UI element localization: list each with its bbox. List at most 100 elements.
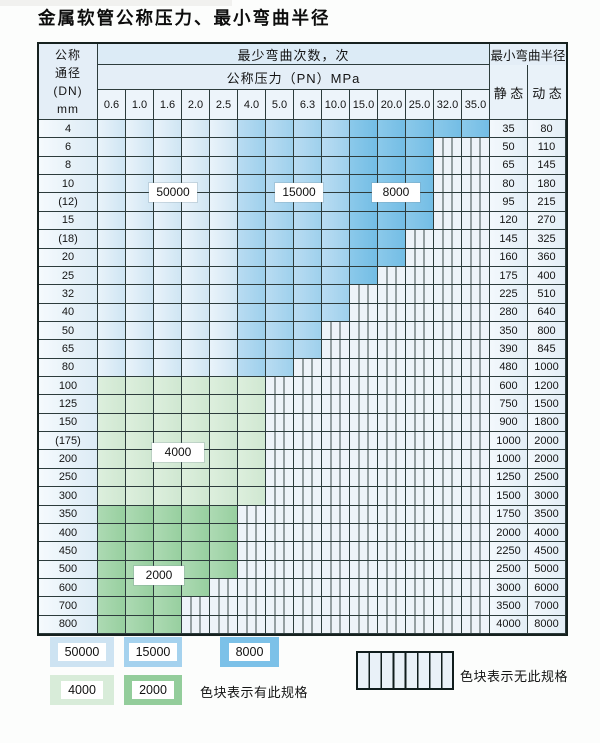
cell-pn-no-spec [406,340,434,359]
cell-pn-spec [210,560,238,579]
cell-dn: 300 [39,487,98,506]
cell-pn-no-spec [294,523,322,543]
cell-dynamic-radius: 2000 [528,432,566,451]
cell-pn-no-spec [462,468,490,488]
cell-pn-no-spec [266,542,294,561]
cell-pn-no-spec [350,377,378,396]
cell-pn-no-spec [294,395,322,414]
cell-pn-spec [322,156,350,176]
cell-pn-spec [238,450,266,469]
cell-pn-no-spec [406,542,434,561]
header-dn-line: mm [57,101,79,116]
cell-pn-spec [182,487,210,506]
cell-pn-spec [126,303,154,322]
cell-pn-no-spec [266,432,294,451]
cell-pn-spec [210,487,238,506]
cell-pn-no-spec [322,450,350,469]
cell-pn-no-spec [434,523,462,543]
pressure-bend-table: 公称 通径 (DN) mm 最少弯曲次数，次 最小弯曲半径 公称压力（PN）MP… [37,42,568,636]
cell-pn-no-spec [434,193,462,212]
cell-static-radius: 350 [490,321,528,341]
cell-pn-no-spec [378,597,406,616]
cell-pn-no-spec [378,505,406,524]
cell-pn-spec [378,248,406,267]
legend-swatch-4000: 4000 [50,675,114,705]
cell-pn-spec [238,487,266,506]
cell-pn-spec [350,120,378,139]
cell-pn-no-spec [294,487,322,506]
cell-pn-spec [182,230,210,249]
cell-pn-spec [378,138,406,157]
cell-pn-no-spec [462,340,490,359]
cell-pn-no-spec [266,597,294,616]
cell-static-radius: 1750 [490,505,528,524]
cell-pn-spec [98,413,126,433]
cell-pn-no-spec [378,285,406,304]
cell-pn-no-spec [266,615,294,634]
cell-pn-no-spec [322,340,350,359]
cell-pn-spec [210,285,238,304]
cell-pn-spec [378,230,406,249]
cell-dynamic-radius: 800 [528,321,566,341]
cell-pn-spec [238,175,266,194]
cell-pn-spec [126,413,154,433]
cell-static-radius: 50 [490,138,528,157]
legend-swatch-15000: 15000 [124,637,182,667]
cell-pn-no-spec [462,450,490,469]
cell-pn-spec [210,450,238,469]
cell-dn: (18) [39,230,98,249]
cell-pn-no-spec [350,432,378,451]
cell-static-radius: 4000 [490,615,528,634]
cell-dn: 100 [39,377,98,396]
cell-pn-no-spec [350,321,378,341]
header-pressure: 公称压力（PN）MPa [98,65,490,90]
cell-pn-spec [210,175,238,194]
cell-pn-spec [238,156,266,176]
cell-pn-spec [154,266,182,286]
cell-pn-no-spec [350,450,378,469]
cell-dynamic-radius: 845 [528,340,566,359]
cell-pn-spec [182,578,210,598]
cell-pn-no-spec [378,413,406,433]
cell-pn-no-spec [350,413,378,433]
cell-pn-spec [266,285,294,304]
cell-static-radius: 480 [490,358,528,377]
cell-pn-no-spec [462,321,490,341]
cell-pn-spec [154,303,182,322]
cell-pn-no-spec [266,505,294,524]
cell-pn-no-spec [322,505,350,524]
cycle-label-8000: 8000 [372,183,420,202]
cell-pn-spec [182,120,210,139]
cell-pn-spec [238,432,266,451]
cell-pn-no-spec [406,303,434,322]
cell-pn-no-spec [462,578,490,598]
cell-pn-spec [238,395,266,414]
cell-pn-spec [182,340,210,359]
cell-pn-no-spec [434,266,462,286]
legend-label-15000: 15000 [128,643,178,661]
legend-label-2000: 2000 [132,681,174,699]
cell-pn-spec [182,523,210,543]
cell-pn-spec [210,230,238,249]
cell-pn-no-spec [182,615,210,634]
cell-pn-spec [126,138,154,157]
cell-pn-no-spec [322,615,350,634]
cell-pn-spec [210,542,238,561]
cell-pn-no-spec [294,505,322,524]
cell-pn-spec [238,230,266,249]
cell-pn-spec [322,248,350,267]
cell-pn-spec [154,358,182,377]
cell-pn-spec [98,487,126,506]
cell-pn-spec [406,156,434,176]
cell-pn-spec [210,303,238,322]
cell-pn-spec [126,156,154,176]
cell-pn-no-spec [378,321,406,341]
cell-dn: 40 [39,303,98,322]
cell-pn-no-spec [434,542,462,561]
cell-pn-spec [98,505,126,524]
cell-pn-no-spec [434,211,462,231]
cell-pn-no-spec [210,597,238,616]
cell-pn-spec [266,303,294,322]
cell-pn-no-spec [350,578,378,598]
cell-dynamic-radius: 145 [528,156,566,176]
